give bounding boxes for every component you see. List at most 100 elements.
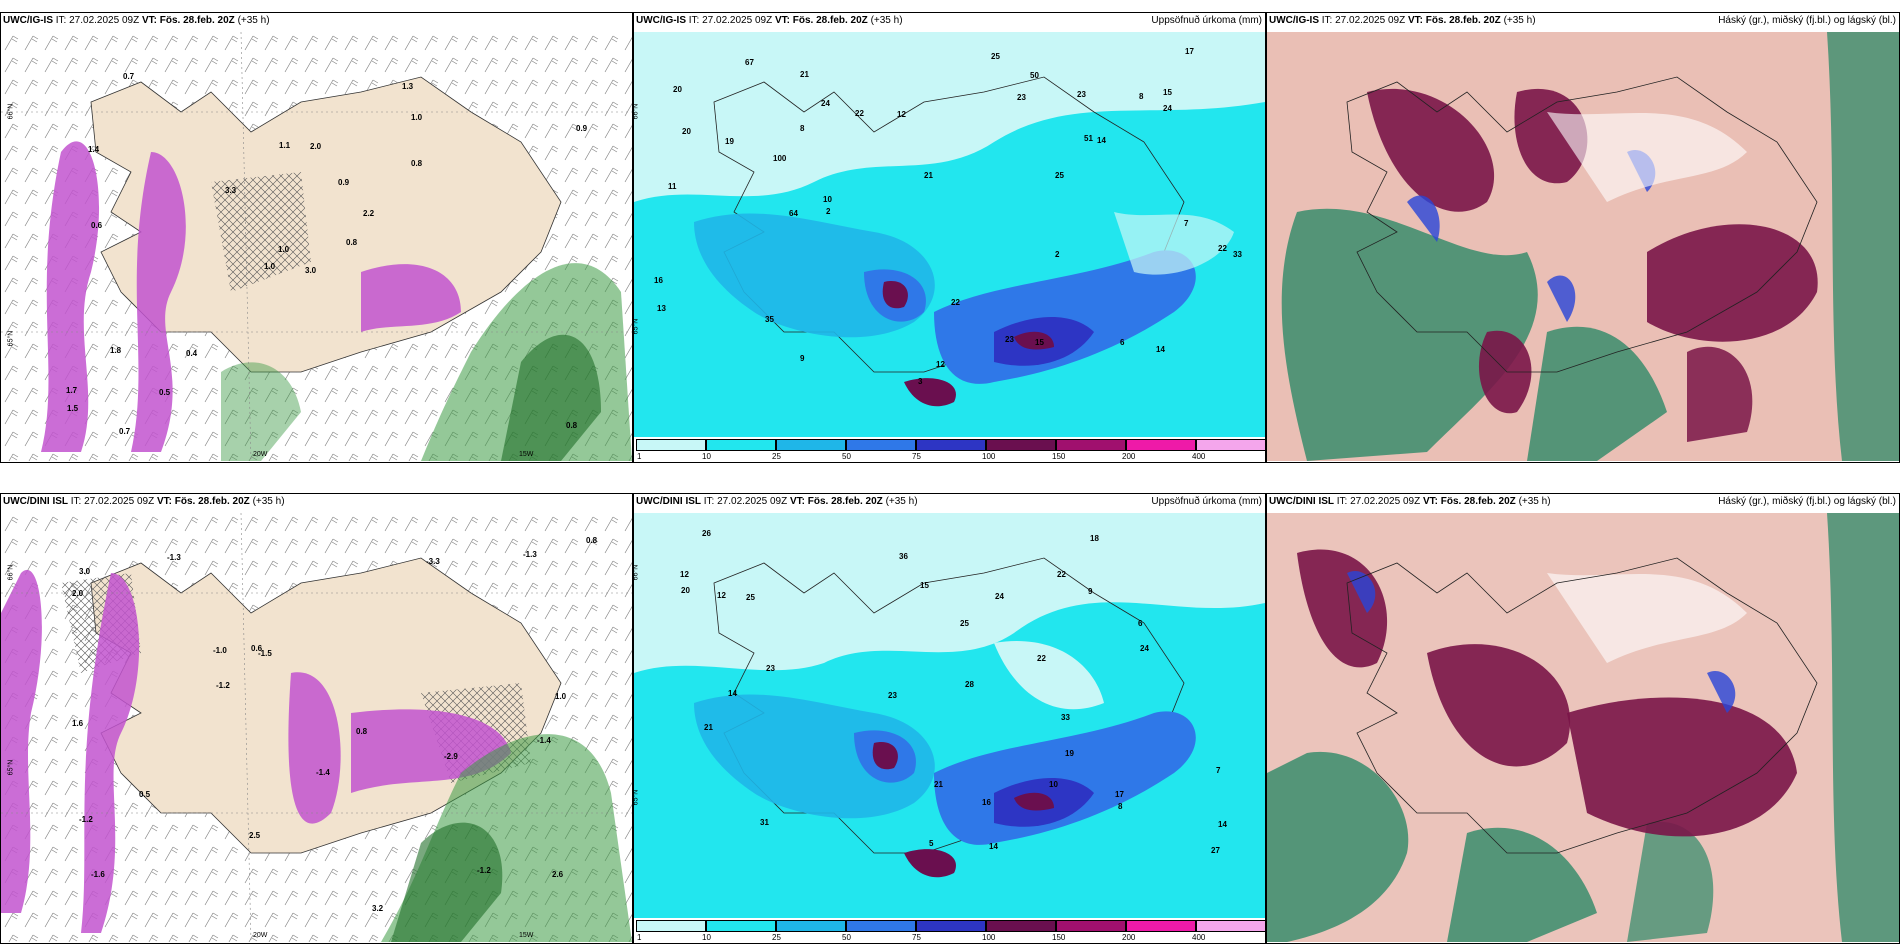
value-label: 24 [1140, 644, 1149, 653]
lat-label-65: 65°N [633, 318, 640, 335]
value-label: 1.0 [278, 245, 290, 254]
value-label: 25 [1055, 171, 1064, 180]
legend-swatch [1196, 439, 1265, 451]
value-label: 20 [682, 127, 691, 136]
legend-label: 150 [1052, 933, 1066, 942]
value-label: 21 [924, 171, 933, 180]
legend-label: 50 [842, 933, 851, 942]
legend-swatch [1126, 439, 1196, 451]
value-label: 12 [680, 570, 689, 579]
legend-swatch [1126, 920, 1196, 932]
panel-clouds-igis: UWC/IG-IS IT: 27.02.2025 09Z VT: Fös. 28… [1266, 12, 1900, 463]
value-label: 6 [1120, 338, 1125, 347]
value-label: 27 [1211, 846, 1220, 855]
panel-title: UWC/DINI ISL IT: 27.02.2025 09Z VT: Fös.… [1269, 496, 1551, 507]
value-label: 15 [1163, 88, 1172, 97]
value-label: 26 [702, 529, 711, 538]
value-label: 2.6 [552, 870, 564, 879]
value-label: 2.0 [72, 589, 84, 598]
value-label: 24 [1163, 104, 1172, 113]
legend-label: 400 [1192, 933, 1206, 942]
value-label: 23 [1005, 335, 1014, 344]
value-label: -1.2 [79, 815, 93, 824]
value-label: 1.7 [66, 386, 78, 395]
value-label: 35 [765, 315, 774, 324]
value-label: 2 [826, 207, 831, 216]
value-label: 33 [1061, 713, 1070, 722]
value-label: 0.5 [139, 790, 151, 799]
value-label: 1.8 [110, 346, 122, 355]
value-label: 0.7 [123, 72, 135, 81]
value-label: 21 [704, 723, 713, 732]
value-label: 22 [951, 298, 960, 307]
value-label: 23 [1017, 93, 1026, 102]
value-label: 12 [717, 591, 726, 600]
lat-label-66: 66°N [633, 103, 640, 120]
value-label: 25 [991, 52, 1000, 61]
legend-label: 150 [1052, 452, 1066, 461]
panel-field-title: Uppsöfnuð úrkoma (mm) [1151, 496, 1262, 507]
value-label: 7 [1216, 766, 1221, 775]
value-label: 8 [1118, 802, 1123, 811]
value-label: 24 [995, 592, 1004, 601]
value-label: 14 [1156, 345, 1165, 354]
value-label: 15 [1035, 338, 1044, 347]
cloud-map [1267, 32, 1899, 461]
panel-title: UWC/IG-IS IT: 27.02.2025 09Z VT: Fös. 28… [3, 15, 270, 26]
lon-label-15: 15W [519, 932, 534, 939]
legend-label: 50 [842, 452, 851, 461]
value-label: 0.8 [586, 536, 598, 545]
legend-label: 200 [1122, 933, 1136, 942]
value-label: 2 [1055, 250, 1060, 259]
value-label: 0.8 [346, 238, 358, 247]
precip-map [634, 32, 1265, 437]
lat-label-66: 66°N [633, 564, 640, 581]
value-label: 15 [920, 581, 929, 590]
legend-label: 25 [772, 452, 781, 461]
value-label: 14 [989, 842, 998, 851]
value-label: 22 [1057, 570, 1066, 579]
value-label: 1.3 [402, 82, 414, 91]
panel-title: UWC/DINI ISL IT: 27.02.2025 09Z VT: Fös.… [3, 496, 285, 507]
value-label: 16 [654, 276, 663, 285]
value-label: 0.9 [338, 178, 350, 187]
value-label: -1.3 [523, 550, 537, 559]
legend-swatch [1056, 439, 1126, 451]
value-label: 24 [821, 99, 830, 108]
value-label: -2.9 [444, 752, 458, 761]
value-label: -1.6 [91, 870, 105, 879]
legend-swatch [1056, 920, 1126, 932]
value-label: 14 [1218, 820, 1227, 829]
value-label: 22 [1218, 244, 1227, 253]
value-label: 14 [1097, 136, 1106, 145]
value-label: 2.2 [363, 209, 375, 218]
legend-swatch [1196, 920, 1265, 932]
panel-title: UWC/DINI ISL IT: 27.02.2025 09Z VT: Fös.… [636, 496, 918, 507]
panel-temperature-igis: UWC/IG-IS IT: 27.02.2025 09Z VT: Fös. 28… [0, 12, 633, 463]
value-label: 28 [965, 680, 974, 689]
value-label: -3.3 [426, 557, 440, 566]
legend-label: 100 [982, 452, 996, 461]
value-label: 18 [1090, 534, 1099, 543]
panel-clouds-dini: UWC/DINI ISL IT: 27.02.2025 09Z VT: Fös.… [1266, 493, 1900, 944]
value-label: 64 [789, 209, 798, 218]
legend-swatch [986, 439, 1056, 451]
value-label: 9 [800, 354, 805, 363]
value-label: 23 [766, 664, 775, 673]
value-label: 22 [855, 109, 864, 118]
temperature-map [1, 32, 632, 461]
value-label: 1.0 [555, 692, 567, 701]
panel-field-title: Háský (gr.), miðský (fj.bl.) og lágský (… [1718, 496, 1896, 507]
legend-label: 200 [1122, 452, 1136, 461]
value-label: 3.3 [225, 186, 237, 195]
value-label: 2.0 [310, 142, 322, 151]
value-label: -1.4 [316, 768, 330, 777]
panel-precip-dini: UWC/DINI ISL IT: 27.02.2025 09Z VT: Fös.… [633, 493, 1266, 944]
legend-swatch [846, 920, 916, 932]
legend-label: 75 [912, 933, 921, 942]
panel-field-title: Uppsöfnuð úrkoma (mm) [1151, 15, 1262, 26]
value-label: -1.5 [258, 649, 272, 658]
value-label: 67 [745, 58, 754, 67]
value-label: 20 [673, 85, 682, 94]
value-label: 50 [1030, 71, 1039, 80]
